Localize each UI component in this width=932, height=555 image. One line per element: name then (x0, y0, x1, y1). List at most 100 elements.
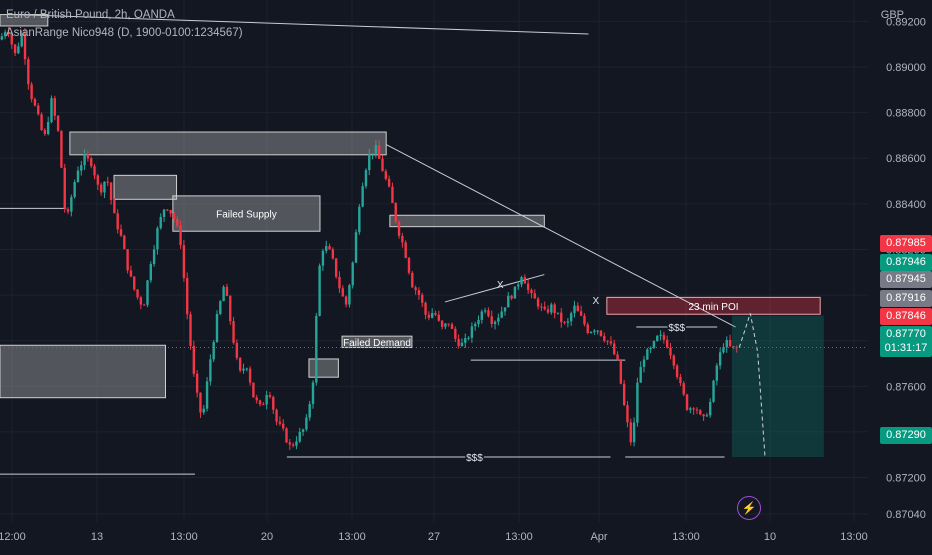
candle-body (311, 382, 315, 405)
candle-body (344, 296, 348, 305)
candle-body (576, 305, 580, 312)
candle-body (722, 347, 725, 353)
candle-body (43, 130, 47, 134)
candle-body (351, 262, 354, 286)
candle-body (10, 33, 13, 45)
candle-body (642, 359, 646, 367)
candle-body (295, 441, 298, 446)
price-tag-value: 0.87945 (886, 273, 926, 285)
candle-body (513, 286, 517, 299)
candle-body (632, 422, 636, 443)
candle-body (593, 330, 596, 333)
candle-body (156, 228, 159, 250)
candle-body (199, 392, 202, 413)
candle-body (275, 409, 278, 422)
candle-body (487, 310, 490, 317)
candle-body (546, 309, 550, 313)
candle-body (417, 290, 421, 295)
price-tick-label: 0.88400 (886, 199, 926, 211)
candle-body (715, 365, 719, 381)
candle-body (358, 206, 361, 233)
candle-body (305, 417, 308, 430)
candle-body (63, 167, 66, 210)
candle-body (318, 265, 321, 316)
candle-body (573, 305, 576, 314)
candle-body (569, 313, 573, 322)
candle-body (106, 181, 109, 183)
candle-body (76, 170, 80, 183)
candle-body (354, 232, 358, 263)
candle-body (646, 349, 649, 360)
price-tag: 0.87770 01:31:17 (880, 326, 932, 357)
candle-body (609, 341, 613, 344)
candle-body (109, 182, 113, 201)
lightning-icon[interactable]: ⚡ (737, 496, 761, 520)
candle-body (560, 312, 563, 323)
candle-body (361, 186, 364, 207)
candle-body (186, 277, 189, 315)
candle-body (60, 130, 63, 168)
candle-body (530, 290, 533, 294)
candle-body (523, 277, 527, 284)
candle-body (543, 306, 546, 310)
price-tick-label: 0.89000 (886, 62, 926, 74)
candle-body (639, 366, 642, 383)
candle-body (176, 219, 179, 226)
candle-body (50, 98, 53, 123)
candle-body (656, 335, 659, 342)
candle-body (262, 404, 265, 406)
price-tag: 0.87290 (880, 427, 932, 444)
candle-body (149, 263, 152, 281)
candle-body (341, 288, 344, 297)
candle-body (586, 324, 589, 334)
candle-body (348, 285, 351, 305)
candle-body (483, 310, 487, 312)
candle-body (139, 297, 143, 305)
candle-body (536, 298, 540, 307)
grid-lines (0, 0, 868, 522)
candle-body (579, 311, 583, 316)
indicator-label[interactable]: AsianRange Nico948 (D, 1900-0100:1234567… (6, 27, 243, 39)
candle-body (603, 335, 606, 341)
candle-body (172, 213, 176, 220)
candle-body (238, 357, 242, 371)
candle-body (334, 258, 338, 277)
price-tick-label: 0.87040 (886, 509, 926, 521)
price-tag-value: 0.87846 (886, 310, 926, 322)
candle-body (245, 368, 248, 370)
time-axis[interactable]: 12:00 13 13:00 20 13:00 27 13:00 Apr 13:00 10 13:0… (0, 531, 868, 543)
price-tick-label: 0.87600 (886, 381, 926, 393)
candle-body (444, 323, 447, 327)
zone-label: 23 min POI (689, 302, 739, 313)
candle-body (0, 36, 4, 40)
candle-body (232, 321, 235, 343)
price-tag-value: 0.87946 (886, 256, 926, 268)
candle-body (682, 383, 685, 395)
candle-body (119, 229, 123, 236)
candle-body (116, 213, 119, 230)
candle-body (308, 404, 311, 418)
candle-body (725, 340, 728, 348)
candle-body (113, 200, 116, 214)
candle-body (732, 346, 735, 348)
candle-body (636, 382, 639, 423)
time-tick-label: 13:00 (672, 531, 700, 543)
candle-body (702, 414, 705, 417)
candle-body (152, 249, 156, 264)
candle-body (229, 295, 232, 322)
candle-body (675, 365, 679, 378)
annotation-labels-layer: Failed Supply Failed Demand 23 min POI $$$ $… (216, 210, 739, 466)
candle-body (619, 359, 623, 384)
candle-body (553, 304, 556, 314)
time-tick-label: 27 (428, 531, 440, 543)
candle-body (550, 304, 553, 313)
candle-body (533, 293, 536, 299)
candle-body (96, 175, 100, 185)
zone-box (606, 296, 821, 315)
candle-body (70, 197, 73, 212)
candle-body (430, 313, 434, 318)
candle-body (613, 343, 616, 355)
candle-body (705, 415, 709, 417)
